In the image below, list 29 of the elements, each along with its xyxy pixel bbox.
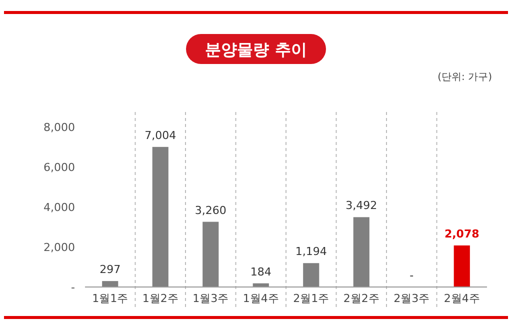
bar bbox=[353, 217, 370, 287]
y-tick-label: 6,000 bbox=[44, 161, 75, 174]
chart-title: 분양물량 추이 bbox=[205, 40, 307, 59]
data-label: 184 bbox=[250, 265, 272, 278]
x-tick-label: 2월3주 bbox=[394, 292, 430, 305]
data-label: 7,004 bbox=[144, 128, 176, 142]
y-tick-label: - bbox=[71, 281, 76, 294]
bar bbox=[152, 146, 168, 287]
x-tick-label: 2월4주 bbox=[444, 292, 480, 305]
x-tick-label: 1월3주 bbox=[192, 292, 229, 305]
data-label: 3,492 bbox=[346, 199, 378, 212]
data-label: - bbox=[410, 269, 414, 282]
x-tick-label: 1월2주 bbox=[142, 292, 178, 305]
bar bbox=[454, 245, 470, 287]
x-tick-label: 2월2주 bbox=[343, 292, 380, 305]
x-tick-label: 1월4주 bbox=[242, 292, 279, 305]
data-label: 3,260 bbox=[194, 204, 226, 217]
y-tick-label: 4,000 bbox=[44, 201, 75, 214]
data-label: 297 bbox=[100, 263, 121, 276]
y-tick-label: 8,000 bbox=[44, 121, 75, 134]
x-tick-label: 2월1주 bbox=[293, 292, 330, 305]
bar bbox=[202, 222, 219, 287]
chart-subtitle: (단위: 가구) bbox=[438, 72, 492, 83]
x-tick-label: 1월1주 bbox=[92, 292, 128, 305]
data-label: 1,194 bbox=[295, 245, 327, 258]
data-label: 2,078 bbox=[444, 227, 480, 240]
bar bbox=[303, 263, 320, 287]
y-tick-label: 2,000 bbox=[44, 241, 75, 254]
bar bbox=[102, 281, 118, 287]
